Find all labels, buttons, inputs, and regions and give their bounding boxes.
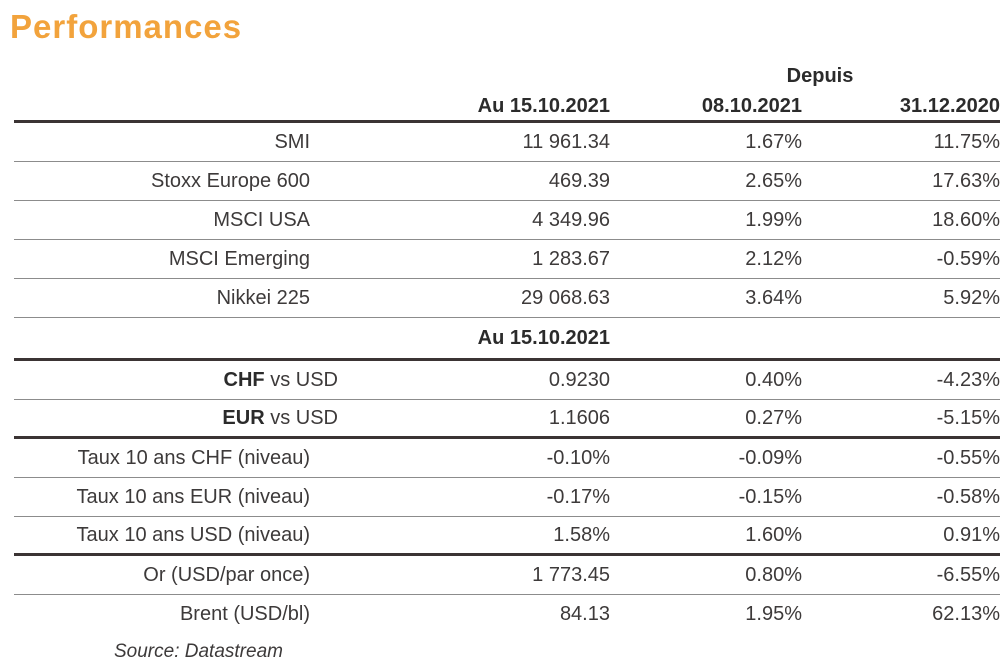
row-rate-10y-usd: Taux 10 ans USD (niveau) 1.58% 1.60% 0.9… <box>14 517 1000 556</box>
cell-change-ytd: -5.15% <box>936 406 1000 429</box>
row-mid-header: Au 15.10.2021 <box>14 318 1000 361</box>
cell-change-ytd: 11.75% <box>933 130 1000 153</box>
cell-change-week: 1.67% <box>745 130 802 153</box>
page-title: Performances <box>10 8 243 45</box>
row-gold: Or (USD/par once) 1 773.45 0.80% -6.55% <box>14 556 1000 595</box>
row-smi: SMI 11 961.34 1.67% 11.75% <box>14 123 1000 162</box>
cell-change-ytd: 17.63% <box>932 169 1000 192</box>
row-rate-10y-eur: Taux 10 ans EUR (niveau) -0.17% -0.15% -… <box>14 478 1000 517</box>
cell-value: 29 068.63 <box>521 286 610 309</box>
cell-change-week: 0.27% <box>745 406 802 429</box>
cell-change-week: 0.80% <box>745 563 802 586</box>
header-depuis-row: Depuis <box>14 60 1000 88</box>
cell-change-week: 3.64% <box>745 286 802 309</box>
currency-code: CHF <box>223 368 265 391</box>
cell-change-week: 2.65% <box>745 169 802 192</box>
row-stoxx-europe-600: Stoxx Europe 600 469.39 2.65% 17.63% <box>14 162 1000 201</box>
row-eur-vs-usd: EUR vs USD 1.1606 0.27% -5.15% <box>14 400 1000 439</box>
cell-value: 1 283.67 <box>532 247 610 270</box>
cell-label: SMI <box>274 130 310 153</box>
cell-value: -0.17% <box>546 485 610 508</box>
report-page: Performances Depuis Au 15.10.2021 08.10.… <box>0 8 1008 669</box>
row-chf-vs-usd: CHF vs USD 0.9230 0.40% -4.23% <box>14 361 1000 400</box>
cell-change-ytd: 18.60% <box>932 208 1000 231</box>
row-rate-10y-chf: Taux 10 ans CHF (niveau) -0.10% -0.09% -… <box>14 439 1000 478</box>
column-header-since-year-end: 31.12.2020 <box>899 95 1000 117</box>
cell-label: Nikkei 225 <box>216 286 310 309</box>
row-brent: Brent (USD/bl) 84.13 1.95% 62.13% <box>14 595 1000 634</box>
cell-label: Taux 10 ans EUR (niveau) <box>76 485 310 508</box>
cell-value: -0.10% <box>546 446 610 469</box>
cell-label: MSCI USA <box>213 208 310 231</box>
currency-code: EUR <box>222 406 265 429</box>
cell-label: Brent (USD/bl) <box>179 603 310 625</box>
cell-change-ytd: -4.23% <box>936 368 1000 391</box>
cell-value: 4 349.96 <box>532 208 610 231</box>
cell-value: 84.13 <box>559 603 610 625</box>
source-note: Source: Datastream <box>114 641 283 662</box>
currency-pair-rest: vs USD <box>264 406 338 429</box>
header-columns-row: Au 15.10.2021 08.10.2021 31.12.2020 <box>14 88 1000 123</box>
cell-change-ytd: 0.91% <box>943 523 1000 546</box>
cell-change-ytd: 62.13% <box>932 603 1000 625</box>
cell-change-ytd: -0.59% <box>936 247 1000 270</box>
cell-change-ytd: -0.55% <box>936 446 1000 469</box>
row-msci-emerging: MSCI Emerging 1 283.67 2.12% -0.59% <box>14 240 1000 279</box>
cell-change-ytd: -0.58% <box>936 485 1000 508</box>
cell-change-week: 1.95% <box>745 603 802 625</box>
header-depuis-label: Depuis <box>786 65 854 87</box>
cell-label: CHF vs USD <box>14 369 350 392</box>
cell-change-ytd: -6.55% <box>936 563 1000 586</box>
column-header-as-of: Au 15.10.2021 <box>477 95 610 117</box>
row-msci-usa: MSCI USA 4 349.96 1.99% 18.60% <box>14 201 1000 240</box>
cell-value: 1 773.45 <box>532 563 610 586</box>
cell-value: 469.39 <box>548 169 610 192</box>
cell-change-week: -0.15% <box>738 485 802 508</box>
cell-change-week: 1.60% <box>745 523 802 546</box>
cell-value: 0.9230 <box>548 368 610 391</box>
cell-label: Taux 10 ans USD (niveau) <box>76 523 310 546</box>
currency-pair-rest: vs USD <box>264 368 338 391</box>
cell-change-week: 2.12% <box>745 247 802 270</box>
cell-change-week: 0.40% <box>745 368 802 391</box>
cell-label: Stoxx Europe 600 <box>151 169 310 192</box>
performance-table: Depuis Au 15.10.2021 08.10.2021 31.12.20… <box>14 60 1000 634</box>
cell-label: Or (USD/par once) <box>143 563 310 586</box>
cell-label: Taux 10 ans CHF (niveau) <box>77 446 310 469</box>
cell-change-week: -0.09% <box>738 446 802 469</box>
cell-change-week: 1.99% <box>745 208 802 231</box>
cell-value: 1.1606 <box>548 406 610 429</box>
cell-label: EUR vs USD <box>14 407 350 430</box>
column-header-since-week: 08.10.2021 <box>701 95 802 117</box>
cell-value: 1.58% <box>553 523 610 546</box>
mid-header-as-of: Au 15.10.2021 <box>477 326 610 349</box>
row-nikkei-225: Nikkei 225 29 068.63 3.64% 5.92% <box>14 279 1000 318</box>
cell-value: 11 961.34 <box>522 130 611 153</box>
cell-change-ytd: 5.92% <box>943 286 1000 309</box>
cell-label: MSCI Emerging <box>168 247 310 270</box>
